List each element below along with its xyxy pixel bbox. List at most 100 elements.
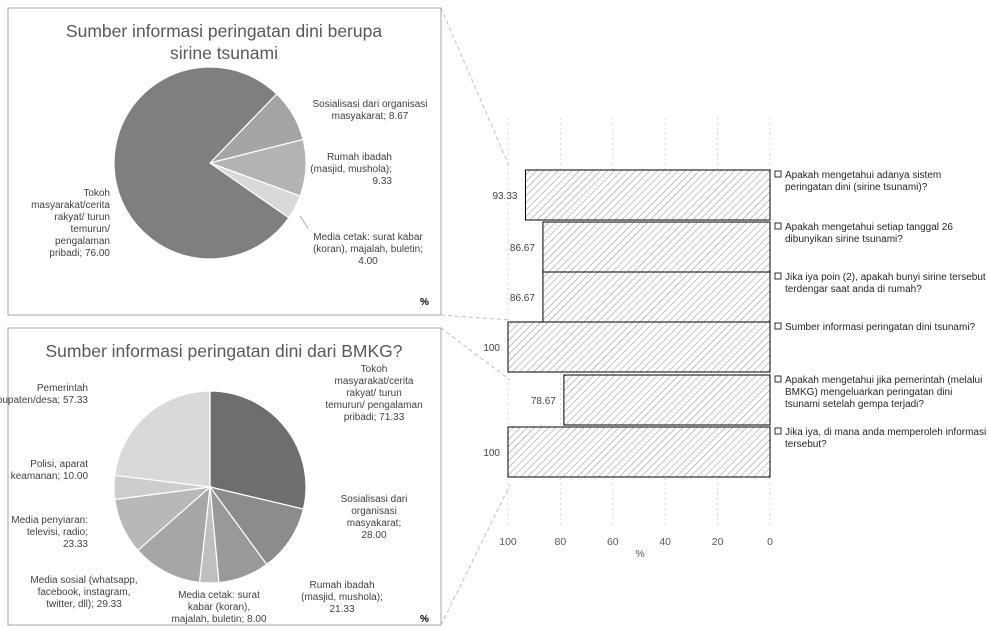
pie-bmkg-label-7: Pemerintahkabupaten/desa; 57.33 xyxy=(0,383,88,406)
bar-question-marker-1 xyxy=(774,222,782,230)
pie-panel-bmkg: Sumber informasi peringatan dini dari BM… xyxy=(0,327,442,626)
pie-sirine-label-3-line: pribadi; 76.00 xyxy=(49,248,110,259)
bar-1 xyxy=(542,221,771,273)
pie-bmkg-label-1-line: organisasi xyxy=(351,506,397,517)
bar-question-marker-5 xyxy=(774,427,782,435)
pie-bmkg-label-4-line: facebook, instagram, xyxy=(38,587,131,598)
pie-bmkg-unit: % xyxy=(420,614,429,625)
pie-sirine-label-3-line: temurun/ xyxy=(71,224,111,235)
pie-sirine-label-0: Sosialisasi dari organisasi masyakarat; 8… xyxy=(312,99,427,122)
pie-sirine-label-3: Tokoh masyarakat/cerita rakyat/ turun temur… xyxy=(31,188,110,259)
pie-sirine-leader-line xyxy=(299,215,309,229)
pie-sirine-label-1: Rumah ibadah (masjid, mushola); 9.33 xyxy=(310,152,392,187)
bar-value-label-3: 100 xyxy=(483,343,500,354)
bar-question-4-line: BMKG) mengeluarkan peringatan dini xyxy=(785,387,952,398)
bar-3 xyxy=(507,321,771,373)
pie-bmkg-label-1-line: Sosialisasi dari xyxy=(341,494,408,505)
bar-0 xyxy=(524,169,771,221)
bar-tick-3: 40 xyxy=(659,536,671,548)
pie-bmkg-label-3: Media cetak: surat kabar (koran), majalah,… xyxy=(171,590,267,625)
pie-bmkg-label-7-line: kabupaten/desa; 57.33 xyxy=(0,395,88,406)
bar-question-0-line: Apakah mengetahui adanya sistem xyxy=(785,170,941,181)
pie-sirine-label-3-line: pengalaman xyxy=(55,236,110,247)
pie-sirine-label-2-line: Media cetak: surat kabar xyxy=(313,232,423,243)
connector-lines xyxy=(440,7,511,626)
pie-sirine-label-2-line: (koran), majalah, buletin; xyxy=(313,244,423,255)
pie-sirine-label-1-line: (masjid, mushola); xyxy=(310,164,392,175)
pie-sirine-label-3-line: rakyat/ turun xyxy=(54,212,110,223)
bar-question-1-line: Apakah mengetahui setiap tanggal 26 xyxy=(785,222,953,233)
pie-bmkg-label-5-line: Media penyiaran: xyxy=(11,515,88,526)
pie-panel-sirine: Sumber informasi peringatan dini berupa … xyxy=(7,7,442,316)
pie-bmkg-slice-0 xyxy=(209,390,307,510)
bar-question-4-line: Apakah mengetahui jika pemerintah (melal… xyxy=(785,375,982,386)
bar-question-1-line: dibunyikan sirine tsunami? xyxy=(785,234,903,245)
bar-value-label-2: 86.67 xyxy=(510,293,535,304)
pie-sirine-slices: Sosialisasi dari organisasi masyakarat; 8… xyxy=(31,66,428,267)
bar-4 xyxy=(563,374,771,426)
pie-bmkg-label-1: Sosialisasi dari organisasi masyakarat; 28.… xyxy=(341,494,408,541)
pie-bmkg-label-0-line: temurun/ pengalaman xyxy=(325,400,422,411)
bar-value-label-4: 78.67 xyxy=(531,396,556,407)
pie-sirine-label-1-line: Rumah ibadah xyxy=(327,152,392,163)
bar-chart-ticks: 100 80 60 40 20 0 xyxy=(499,536,773,548)
pie-bmkg-label-2: Rumah ibadah (masjid, mushola); 21.33 xyxy=(301,580,383,615)
bar-chart-x-axis-label: % xyxy=(635,548,644,560)
pie-bmkg-slices: Tokoh masyarakat/cerita rakyat/ turun temur… xyxy=(0,364,423,625)
pie-bmkg-label-3-line: kabar (koran), xyxy=(188,602,250,613)
bar-question-marker-3 xyxy=(774,322,782,330)
pie-sirine-label-3-line: masyarakat/cerita xyxy=(31,200,110,211)
bar-question-5-line: tersebut? xyxy=(785,439,827,450)
pie-bmkg-label-4-line: Media sosial (whatsapp, xyxy=(30,575,137,586)
pie-bmkg-label-0: Tokoh masyarakat/cerita rakyat/ turun temur… xyxy=(325,364,422,423)
bar-question-marker-4 xyxy=(774,375,782,383)
bar-tick-5: 0 xyxy=(767,536,773,548)
pie-bmkg-title: Sumber informasi peringatan dini dari BM… xyxy=(46,341,403,361)
bar-question-0: Apakah mengetahui adanya sistem peringata… xyxy=(785,170,941,193)
pie-bmkg-label-6-line: Polisi, aparat xyxy=(30,459,88,470)
bar-question-2-line: Jika iya poin (2), apakah bunyi sirine t… xyxy=(785,272,986,283)
pie-bmkg-label-7-line: Pemerintah xyxy=(37,383,88,394)
bar-question-3-line: Sumber informasi peringatan dini tsunami… xyxy=(785,322,976,333)
bar-tick-4: 20 xyxy=(712,536,724,548)
pie-sirine-label-3-line: Tokoh xyxy=(83,188,110,199)
bar-question-marker-2 xyxy=(774,272,782,280)
bar-tick-2: 60 xyxy=(607,536,619,548)
pie-sirine-title-line-1: Sumber informasi peringatan dini berupa xyxy=(66,21,382,41)
pie-bmkg-label-5: Media penyiaran: televisi, radio; 23.33 xyxy=(11,515,88,550)
pie-bmkg-label-0-line: Tokoh xyxy=(361,364,388,375)
pie-bmkg-slice-4 xyxy=(136,485,211,584)
bar-question-3: Sumber informasi peringatan dini tsunami… xyxy=(785,322,976,333)
bar-chart-bars: 93.33 86.67 86.67 100 78.67 100 xyxy=(483,169,771,478)
pie-sirine-label-0-line: masyakarat; 8.67 xyxy=(332,111,409,122)
bar-value-label-5: 100 xyxy=(483,448,500,459)
pie-sirine-label-2: Media cetak: surat kabar (koran), majalah… xyxy=(313,232,423,267)
bar-question-4-line: tsunami setelah gempa terjadi? xyxy=(785,399,924,410)
bar-question-1: Apakah mengetahui setiap tanggal 26 dibun… xyxy=(785,222,953,245)
pie-bmkg-label-4: Media sosial (whatsapp, facebook, instagr… xyxy=(30,575,137,610)
bar-5 xyxy=(507,426,771,478)
pie-bmkg-label-2-line: 21.33 xyxy=(329,604,354,615)
pie-bmkg-label-3-line: majalah, buletin; 8.00 xyxy=(171,614,267,625)
pie-bmkg-label-1-line: masyakarat; xyxy=(347,518,401,529)
pie-bmkg-label-0-line: masyarakat/cerita xyxy=(335,376,414,387)
pie-bmkg-label-5-line: 23.33 xyxy=(63,539,88,550)
bar-2 xyxy=(542,271,771,323)
pie-bmkg-label-5-line: televisi, radio; xyxy=(27,527,88,538)
pie-sirine-label-1-line: 9.33 xyxy=(373,176,393,187)
pie-sirine-unit: % xyxy=(420,297,429,308)
bar-value-label-1: 86.67 xyxy=(510,243,535,254)
pie-sirine-label-2-line: 4.00 xyxy=(358,256,378,267)
bar-question-5: Jika iya, di mana anda memperoleh inform… xyxy=(785,427,986,450)
pie-bmkg-label-3-line: Media cetak: surat xyxy=(178,590,260,601)
pie-bmkg-label-1-line: 28.00 xyxy=(361,530,386,541)
bar-question-marker-0 xyxy=(774,170,782,178)
pie-bmkg-slice-1 xyxy=(208,486,305,566)
pie-bmkg-label-2-line: Rumah ibadah xyxy=(309,580,374,591)
bar-question-0-line: peringatan dini (sirine tsunami)? xyxy=(785,182,928,193)
pie-bmkg-label-4-line: twitter, dll); 29.33 xyxy=(46,599,122,610)
pie-bmkg-label-6-line: keamanan; 10.00 xyxy=(11,471,89,482)
pie-sirine-label-0-line: Sosialisasi dari organisasi xyxy=(312,99,427,110)
